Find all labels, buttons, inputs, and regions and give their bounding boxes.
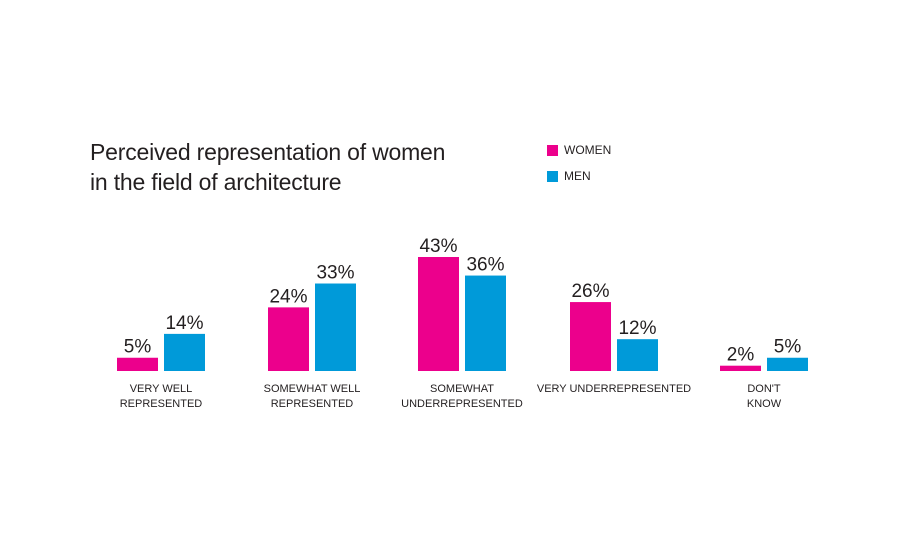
legend-label-women: WOMEN bbox=[564, 143, 612, 157]
bar-women-2 bbox=[418, 257, 459, 371]
legend-item-men: MEN bbox=[547, 167, 611, 185]
category-label-4-0: DON'T bbox=[747, 383, 781, 395]
data-label-women-1: 24% bbox=[269, 286, 307, 307]
bar-women-0 bbox=[117, 357, 158, 371]
category-label-3-0: VERY UNDERREPRESENTED bbox=[537, 383, 691, 395]
bar-women-3 bbox=[570, 302, 611, 371]
bar-women-1 bbox=[268, 307, 309, 371]
legend-swatch-men bbox=[547, 170, 558, 182]
chart-title-line-2: in the field of architecture bbox=[90, 169, 342, 195]
data-label-women-0: 5% bbox=[124, 337, 152, 358]
category-label-1-0: SOMEWHAT WELL bbox=[264, 383, 361, 395]
category-label-4-1: KNOW bbox=[747, 398, 782, 410]
legend-swatch-women bbox=[547, 144, 558, 156]
category-label-1-1: REPRESENTED bbox=[271, 398, 354, 410]
bar-men-4 bbox=[767, 357, 808, 371]
data-label-men-0: 14% bbox=[165, 313, 203, 334]
category-label-0-1: REPRESENTED bbox=[120, 398, 203, 410]
data-label-men-1: 33% bbox=[316, 263, 354, 284]
bar-men-0 bbox=[164, 333, 205, 371]
bar-men-1 bbox=[315, 283, 356, 371]
legend: WOMEN MEN bbox=[547, 141, 611, 193]
data-label-women-4: 2% bbox=[727, 345, 755, 366]
data-label-women-2: 43% bbox=[419, 236, 457, 257]
chart-title-line-1: Perceived representation of women bbox=[90, 139, 446, 165]
chart-title: Perceived representation of women in the… bbox=[90, 137, 510, 197]
legend-item-women: WOMEN bbox=[547, 141, 611, 159]
category-label-2-1: UNDERREPRESENTED bbox=[401, 398, 523, 410]
bar-men-2 bbox=[465, 275, 506, 371]
category-label-0-0: VERY WELL bbox=[130, 383, 193, 395]
legend-label-men: MEN bbox=[564, 169, 591, 183]
data-label-women-3: 26% bbox=[571, 281, 609, 302]
data-label-men-4: 5% bbox=[774, 337, 802, 358]
bar-women-4 bbox=[720, 365, 761, 371]
category-label-2-0: SOMEWHAT bbox=[430, 383, 494, 395]
bar-men-3 bbox=[617, 339, 658, 371]
data-label-men-3: 12% bbox=[618, 318, 656, 339]
data-label-men-2: 36% bbox=[466, 255, 504, 276]
